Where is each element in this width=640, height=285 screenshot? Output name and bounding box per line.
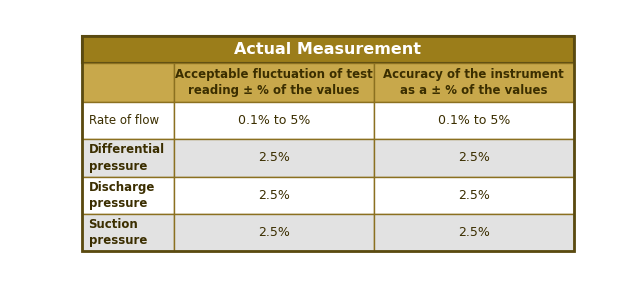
Bar <box>374 102 573 139</box>
Text: 2.5%: 2.5% <box>258 189 290 202</box>
Bar <box>83 177 174 214</box>
Bar <box>83 139 174 177</box>
Text: 2.5%: 2.5% <box>458 152 490 164</box>
Text: Suction
pressure: Suction pressure <box>88 218 147 247</box>
Bar <box>174 214 374 251</box>
Bar <box>374 214 573 251</box>
Bar <box>374 64 573 102</box>
Text: 2.5%: 2.5% <box>458 189 490 202</box>
Bar <box>174 102 374 139</box>
Bar <box>174 64 374 102</box>
Bar <box>83 214 174 251</box>
Text: Accuracy of the instrument
as a ± % of the values: Accuracy of the instrument as a ± % of t… <box>383 68 564 97</box>
Text: Acceptable fluctuation of test
reading ± % of the values: Acceptable fluctuation of test reading ±… <box>175 68 372 97</box>
Text: 2.5%: 2.5% <box>458 226 490 239</box>
Text: Actual Measurement: Actual Measurement <box>234 42 422 57</box>
Bar <box>83 64 174 102</box>
Text: Discharge
pressure: Discharge pressure <box>88 181 155 210</box>
Bar <box>374 177 573 214</box>
Bar <box>374 139 573 177</box>
Text: Differential
pressure: Differential pressure <box>88 143 164 173</box>
Text: 0.1% to 5%: 0.1% to 5% <box>237 114 310 127</box>
Text: Rate of flow: Rate of flow <box>88 114 159 127</box>
Text: 2.5%: 2.5% <box>258 152 290 164</box>
Bar <box>83 36 573 64</box>
Bar <box>174 177 374 214</box>
Bar <box>174 139 374 177</box>
Bar <box>83 102 174 139</box>
Text: 2.5%: 2.5% <box>258 226 290 239</box>
Text: 0.1% to 5%: 0.1% to 5% <box>438 114 510 127</box>
